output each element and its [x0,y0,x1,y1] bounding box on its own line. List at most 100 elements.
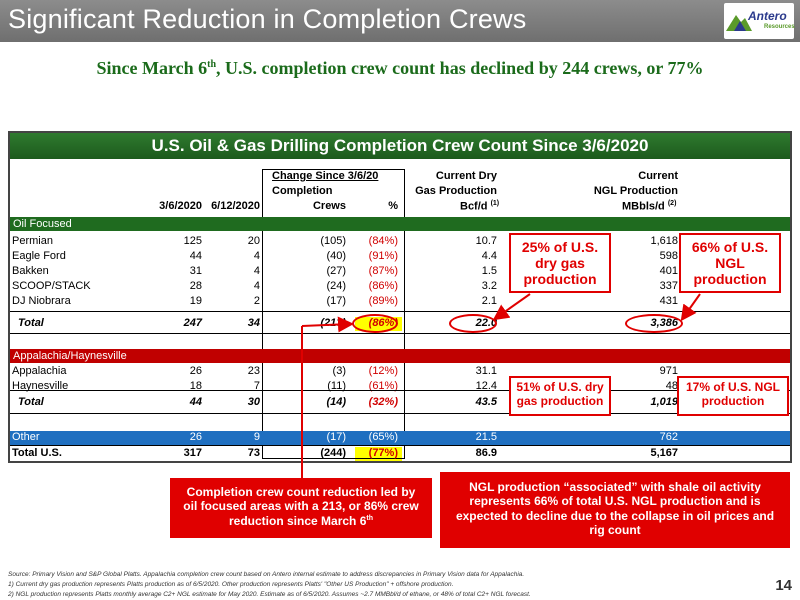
cell-d1: 247 [183,317,202,329]
cell-chg: (40) [326,250,346,262]
highlight-oval-86pct [352,314,398,333]
slide-title: Significant Reduction in Completion Crew… [8,4,527,34]
yellow-highlight [355,447,402,461]
divider [10,333,790,334]
cell-gas: 2.1 [481,295,497,307]
title-bar: Significant Reduction in Completion Crew… [0,0,800,42]
section-appalachia-haynesville: Appalachia/Haynesville [10,349,790,363]
cell-pct: (32%) [368,396,398,408]
cell-chg: (27) [326,265,346,277]
company-logo: Antero Resources [724,3,795,39]
cell-name: Haynesville [12,380,69,392]
cell-d2: 20 [247,235,260,247]
cell-chg: (14) [326,396,346,408]
section-other [10,431,790,445]
crew-count-table: U.S. Oil & Gas Drilling Completion Crew … [8,131,792,463]
cell-ngl: 5,167 [650,447,678,459]
cell-pct: (61%) [368,380,398,392]
cell-pct: (89%) [368,295,398,307]
header-crews: Crews [312,200,346,212]
cell-gas: 43.5 [475,396,497,408]
header-ngl-3: MBbls/d (2) [622,200,677,213]
highlight-oval-22bcf [449,314,497,333]
callout-25pct-dry-gas: 25% of U.S. dry gas production [509,233,611,293]
cell-ngl: 1,019 [650,396,678,408]
header-pct: % [388,200,398,212]
cell-ngl: 762 [659,431,678,443]
cell-gas: 10.7 [475,235,497,247]
cell-d2: 7 [253,380,260,392]
cell-pct: (91%) [368,250,398,262]
cell-d1: 19 [189,295,202,307]
mountain-icon [726,15,752,31]
cell-d2: 23 [247,365,260,377]
cell-chg: (24) [326,280,346,292]
cell-gas: 1.5 [481,265,497,277]
header-change-since: Change Since 3/6/20 [272,170,379,182]
cell-chg: (213) [320,317,346,329]
section-oil-focused: Oil Focused [10,217,790,231]
cell-ngl: 337 [659,280,678,292]
cell-gas: 3.2 [481,280,497,292]
cell-d1: 44 [189,250,202,262]
cell-chg: (105) [320,235,346,247]
cell-name: Appalachia [12,365,67,377]
cell-d2: 73 [247,447,260,459]
slide-subtitle: Since March 6th, U.S. completion crew co… [96,58,704,78]
cell-d1: 125 [183,235,202,247]
cell-ngl: 598 [659,250,678,262]
header-gas-2: Gas Production [415,185,497,197]
cell-chg: (3) [332,365,346,377]
cell-gas: 31.1 [475,365,497,377]
footnote-2: 2) NGL production represents Platts mont… [8,591,531,598]
cell-chg: (11) [327,380,346,392]
header-gas-1: Current Dry [435,170,497,182]
header-date-2: 6/12/2020 [211,200,260,212]
divider [10,390,790,391]
cell-ngl: 48 [665,380,678,392]
change-column-box [262,169,405,459]
cell-ngl: 971 [659,365,678,377]
callout-51pct-dry-gas: 51% of U.S. dry gas production [509,376,611,416]
divider [10,445,790,446]
cell-name: Other [12,431,40,443]
cell-name: Total [18,396,44,408]
cell-d1: 31 [189,265,202,277]
cell-d1: 44 [189,396,202,408]
cell-d2: 4 [253,250,260,262]
cell-d1: 26 [189,365,202,377]
logo-name: Antero [748,9,787,23]
cell-name: SCOOP/STACK [12,280,91,292]
cell-gas: 4.4 [481,250,497,262]
cell-d1: 26 [189,431,202,443]
header-gas-3: Bcf/d (1) [460,200,500,213]
cell-gas: 21.5 [475,431,497,443]
cell-d1: 18 [189,380,202,392]
cell-name: Total [18,317,44,329]
cell-gas: 86.9 [475,447,497,459]
footnote-1: 1) Current dry gas production represents… [8,581,454,588]
cell-name: DJ Niobrara [12,295,71,307]
cell-chg: (17) [326,431,346,443]
cell-pct: (84%) [368,235,398,247]
table-title: U.S. Oil & Gas Drilling Completion Crew … [10,133,790,159]
cell-name: Total U.S. [12,447,62,459]
header-date-1: 3/6/2020 [159,200,202,212]
cell-pct: (65%) [368,431,398,443]
divider [10,311,790,312]
cell-d2: 4 [253,265,260,277]
cell-d2: 2 [253,295,260,307]
divider [10,413,790,414]
cell-chg: (17) [326,295,346,307]
cell-ngl: 401 [659,265,678,277]
cell-name: Bakken [12,265,49,277]
callout-17pct-ngl: 17% of U.S. NGL production [677,376,789,416]
page-number: 14 [775,577,792,594]
callout-66pct-ngl: 66% of U.S. NGL production [679,233,781,293]
header-ngl-2: NGL Production [593,185,678,197]
cell-pct: (87%) [368,265,398,277]
cell-d2: 4 [253,280,260,292]
cell-pct: (77%) [368,447,398,459]
cell-name: Permian [12,235,53,247]
cell-pct: (86%) [368,280,398,292]
